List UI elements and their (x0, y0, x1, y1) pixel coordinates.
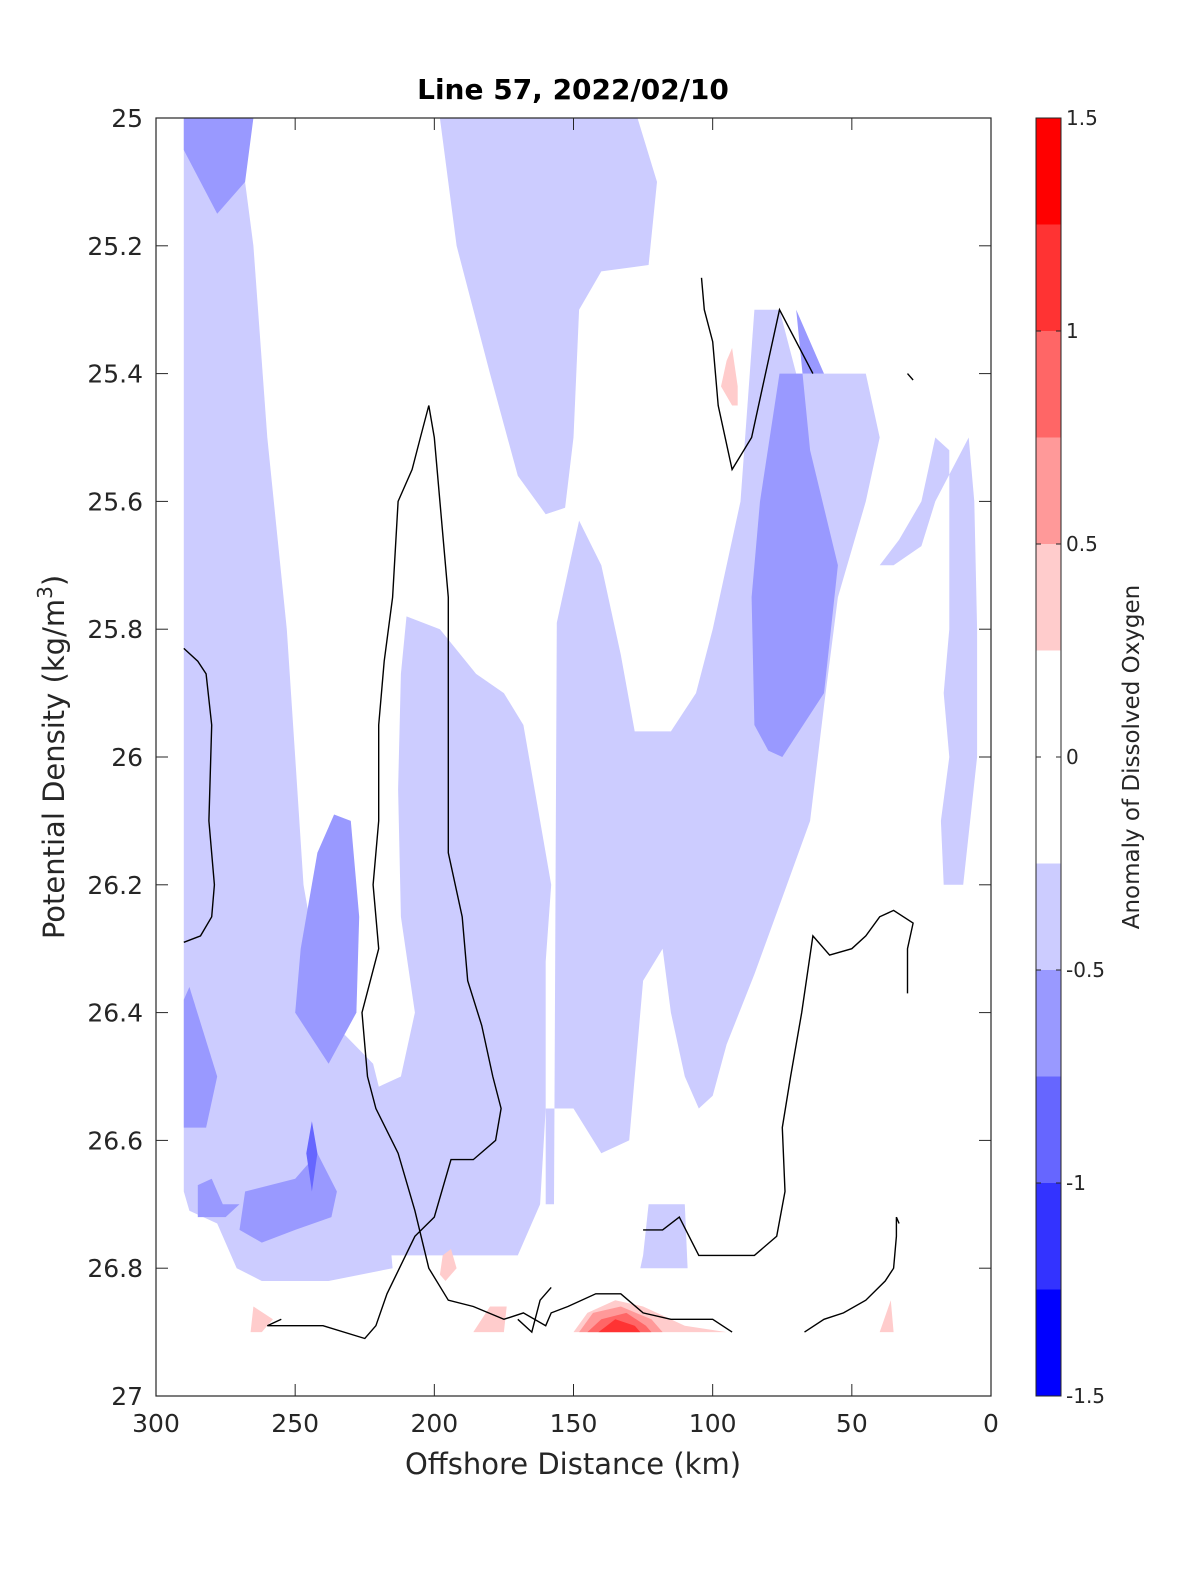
contour-region-8 (183, 987, 218, 1128)
x-tick-label: 250 (271, 1409, 319, 1438)
y-tick-label: 25.6 (87, 487, 143, 516)
x-axis-label: Offshore Distance (km) (405, 1447, 741, 1481)
contour-region-18 (879, 1300, 894, 1333)
y-tick-label: 26.8 (87, 1254, 143, 1283)
contour-region-10 (751, 309, 838, 757)
contour-line-4 (804, 1216, 900, 1333)
colorbar-tick-label: 0 (1066, 745, 1079, 769)
colorbar-tick-label: -1.5 (1066, 1384, 1105, 1408)
colorbar-segment-1 (1036, 1183, 1061, 1290)
colorbar-tick-label: -1 (1066, 1171, 1086, 1195)
x-tick-label: 50 (836, 1409, 868, 1438)
y-axis: 25 25.2 25.4 25.6 25.8 26 26.2 26.4 26.6 26.8 27 (87, 104, 991, 1411)
colorbar: -1.5 -1 -0.5 0 0.5 1 1.5 (1035, 106, 1105, 1408)
contour-line-0 (183, 647, 216, 943)
x-tick-label: 150 (550, 1409, 598, 1438)
contour-line-3 (700, 277, 814, 472)
y-axis-label: Potential Density (kg/m3) (33, 575, 71, 939)
contour-region-0 (183, 118, 393, 1281)
contour-region-13 (721, 348, 738, 406)
colorbar-tick-label: 1 (1066, 319, 1079, 343)
contour-region-16 (473, 1306, 507, 1333)
colorbar-segment-9 (1036, 224, 1061, 331)
colorbar-segment-6 (1036, 544, 1061, 651)
contour-line-2 (517, 1286, 552, 1334)
contour-region-12 (306, 1121, 318, 1192)
contour-region-2 (439, 118, 657, 515)
colorbar-segment-8 (1036, 331, 1061, 438)
filled-contour-regions (183, 118, 978, 1333)
chart-title: Line 57, 2022/02/10 (417, 73, 729, 106)
contour-lines (183, 277, 914, 1340)
contour-line-5 (643, 909, 914, 1257)
y-tick-label: 26.4 (87, 999, 143, 1028)
colorbar-segment-0 (1036, 1289, 1061, 1396)
contour-region-1 (289, 616, 552, 1256)
y-axis-label-main: Potential Density (kg/m (37, 599, 71, 939)
colorbar-tick-label: 1.5 (1066, 106, 1098, 130)
y-tick-label: 26 (111, 743, 143, 772)
x-tick-label: 100 (689, 1409, 737, 1438)
y-tick-label: 26.2 (87, 871, 143, 900)
y-axis-label-superscript: 3 (33, 586, 57, 599)
y-tick-label: 25.4 (87, 360, 143, 389)
x-tick-label: 300 (132, 1409, 180, 1438)
y-tick-label: 25 (111, 104, 143, 133)
x-tick-label: 0 (983, 1409, 999, 1438)
y-tick-label: 25.8 (87, 615, 143, 644)
x-tick-label: 200 (410, 1409, 458, 1438)
y-tick-label: 27 (111, 1382, 143, 1411)
contour-region-14 (439, 1249, 457, 1281)
contour-region-21 (598, 1319, 641, 1333)
contour-region-7 (295, 814, 360, 1064)
x-axis: 300 250 200 150 100 50 0 (132, 118, 999, 1438)
contour-region-4 (879, 437, 978, 885)
contour-line-1 (267, 405, 733, 1340)
y-tick-label: 25.2 (87, 232, 143, 261)
contour-region-11 (197, 1178, 240, 1218)
contour-region-6 (183, 118, 254, 214)
colorbar-segment-3 (1036, 970, 1061, 1077)
contour-line-6 (906, 373, 914, 381)
colorbar-tick-label: -0.5 (1066, 958, 1105, 982)
colorbar-segment-10 (1036, 118, 1061, 225)
colorbar-segment-7 (1036, 437, 1061, 544)
colorbar-segment-4 (1036, 863, 1061, 970)
colorbar-tick-label: 0.5 (1066, 532, 1098, 556)
colorbar-label: Anomaly of Dissolved Oxygen (1119, 585, 1145, 930)
colorbar-segment-2 (1036, 1076, 1061, 1183)
y-axis-label-end: ) (37, 575, 71, 586)
y-tick-label: 26.6 (87, 1126, 143, 1155)
